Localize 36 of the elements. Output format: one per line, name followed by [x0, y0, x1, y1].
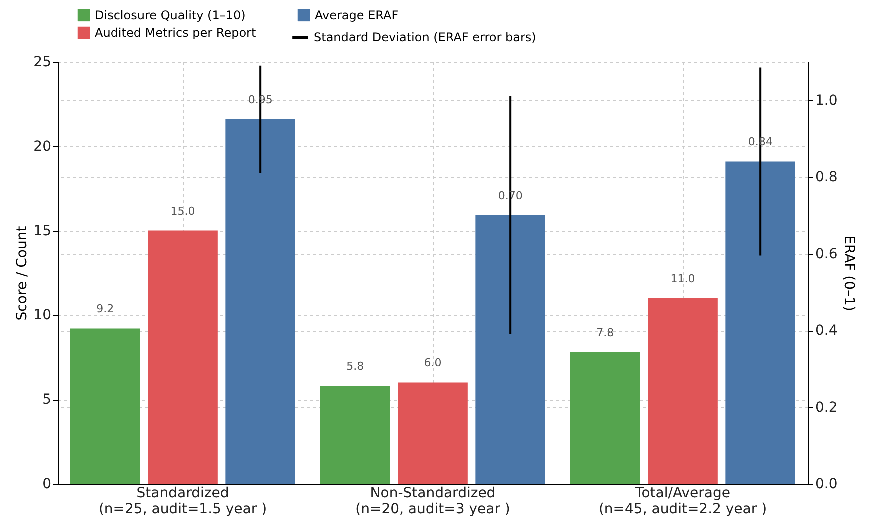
x-tick-label: Total/Average (n=45, audit=2.2 year )	[598, 486, 768, 518]
bar	[226, 120, 296, 484]
bar	[320, 386, 390, 484]
data-label: 5.8	[346, 360, 364, 374]
y-tick-label: 20	[34, 138, 52, 155]
y2-tick-label: 1.0	[816, 92, 838, 109]
y2-tick-label: 0.4	[816, 323, 838, 340]
y-tick-label: 10	[34, 308, 52, 324]
y-tick-label: 25	[34, 54, 52, 70]
y2-tick-label: 0.0	[816, 476, 838, 492]
y2-tick-label: 0.2	[816, 400, 838, 416]
data-label: 11.0	[670, 272, 696, 286]
text: Standard Deviation (ERAF error bars)	[314, 30, 536, 44]
data-label: 6.0	[424, 356, 442, 370]
legend-label: Average ERAF	[315, 8, 399, 22]
y-tick-label: 5	[42, 392, 52, 408]
bar	[476, 215, 546, 484]
x-tick-label: Standardized (n=25, audit=1.5 year )	[98, 486, 268, 518]
data-label: 15.0	[170, 204, 196, 218]
y2-tick-label: 0.6	[816, 246, 838, 262]
y2-tick-label: 0.8	[816, 170, 838, 186]
bar	[398, 382, 468, 484]
x-tick-label: Non-Standardized (n=20, audit=3 year )	[356, 486, 510, 518]
legend-label: Disclosure Quality (1–10)	[95, 8, 246, 22]
y2-axis-title: ERAF (0–1)	[840, 236, 857, 312]
y-axis-title: Score / Count	[14, 226, 31, 321]
data-label: 9.2	[96, 302, 114, 316]
bar	[570, 352, 640, 484]
bar	[70, 328, 140, 484]
data-label: 7.8	[596, 326, 614, 340]
bar	[726, 162, 796, 484]
y-tick-label: 0	[42, 476, 52, 492]
bar	[648, 298, 718, 484]
bar	[148, 230, 218, 484]
legend-label: Audited Metrics per Report	[95, 26, 256, 40]
y-tick-label: 15	[34, 223, 52, 240]
